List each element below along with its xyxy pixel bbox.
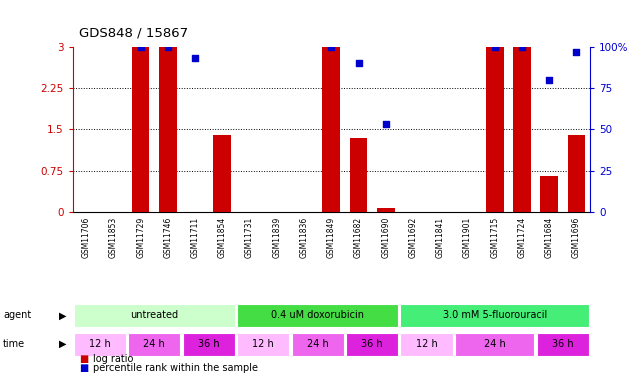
Bar	[540, 176, 558, 212]
Text: GSM11692: GSM11692	[408, 216, 418, 258]
Text: 24 h: 24 h	[307, 339, 329, 349]
Text: ■: ■	[79, 354, 88, 364]
Text: GSM11715: GSM11715	[490, 216, 499, 258]
Bar	[401, 304, 589, 327]
Bar	[377, 208, 394, 212]
Point	[190, 56, 200, 62]
Text: time: time	[3, 339, 25, 349]
Point	[571, 49, 581, 55]
Text: 3.0 mM 5-fluorouracil: 3.0 mM 5-fluorouracil	[442, 310, 547, 320]
Bar	[455, 333, 534, 356]
Text: GSM11901: GSM11901	[463, 216, 472, 258]
Bar	[567, 135, 585, 212]
Text: ■: ■	[79, 363, 88, 373]
Bar	[74, 333, 126, 356]
Bar	[322, 47, 340, 212]
Point	[380, 122, 391, 128]
Bar	[513, 47, 531, 212]
Text: 12 h: 12 h	[89, 339, 110, 349]
Text: GSM11841: GSM11841	[436, 216, 445, 258]
Bar	[182, 333, 235, 356]
Text: GSM11746: GSM11746	[163, 216, 172, 258]
Point	[353, 60, 363, 66]
Text: log ratio: log ratio	[93, 354, 133, 364]
Text: 12 h: 12 h	[416, 339, 437, 349]
Bar	[128, 333, 180, 356]
Point	[163, 44, 173, 50]
Text: GSM11836: GSM11836	[300, 216, 309, 258]
Point	[517, 44, 527, 50]
Bar	[346, 333, 398, 356]
Bar	[132, 47, 150, 212]
Bar	[237, 333, 290, 356]
Text: GSM11682: GSM11682	[354, 216, 363, 258]
Text: GSM11706: GSM11706	[81, 216, 91, 258]
Text: GSM11690: GSM11690	[381, 216, 390, 258]
Text: GSM11849: GSM11849	[327, 216, 336, 258]
Bar	[213, 135, 231, 212]
Text: GSM11696: GSM11696	[572, 216, 581, 258]
Text: GSM11839: GSM11839	[273, 216, 281, 258]
Point	[490, 44, 500, 50]
Point	[136, 44, 146, 50]
Text: 36 h: 36 h	[362, 339, 383, 349]
Text: 36 h: 36 h	[198, 339, 220, 349]
Point	[544, 77, 554, 83]
Point	[326, 44, 336, 50]
Text: ▶: ▶	[59, 310, 66, 320]
Text: 36 h: 36 h	[552, 339, 574, 349]
Text: GSM11854: GSM11854	[218, 216, 227, 258]
Bar	[292, 333, 344, 356]
Bar	[237, 304, 398, 327]
Text: ▶: ▶	[59, 339, 66, 349]
Bar	[350, 138, 367, 212]
Text: percentile rank within the sample: percentile rank within the sample	[93, 363, 257, 373]
Text: agent: agent	[3, 310, 32, 320]
Text: GSM11729: GSM11729	[136, 216, 145, 258]
Text: GSM11724: GSM11724	[517, 216, 526, 258]
Bar	[536, 333, 589, 356]
Bar	[74, 304, 235, 327]
Text: 0.4 uM doxorubicin: 0.4 uM doxorubicin	[271, 310, 364, 320]
Text: 24 h: 24 h	[143, 339, 165, 349]
Text: GDS848 / 15867: GDS848 / 15867	[79, 26, 188, 39]
Text: 24 h: 24 h	[484, 339, 505, 349]
Text: GSM11853: GSM11853	[109, 216, 118, 258]
Text: 12 h: 12 h	[252, 339, 274, 349]
Text: GSM11684: GSM11684	[545, 216, 553, 258]
Text: GSM11711: GSM11711	[191, 216, 199, 258]
Bar	[159, 47, 177, 212]
Bar	[486, 47, 504, 212]
Text: untreated: untreated	[130, 310, 179, 320]
Bar	[401, 333, 452, 356]
Text: GSM11731: GSM11731	[245, 216, 254, 258]
